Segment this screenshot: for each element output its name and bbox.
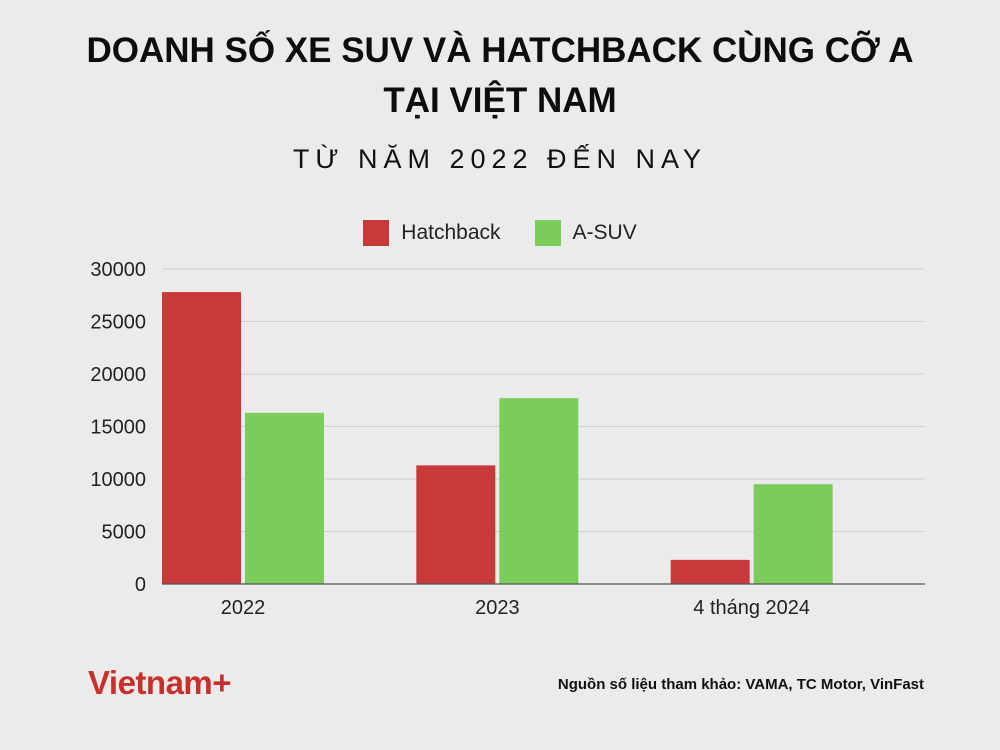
source-note: Nguồn số liệu tham khảo: VAMA, TC Motor,… <box>557 676 924 693</box>
bar <box>162 292 241 584</box>
bar <box>499 398 579 584</box>
y-tick-label: 20000 <box>90 364 146 386</box>
bar <box>753 484 833 584</box>
x-tick-label: 4 tháng 2024 <box>693 597 810 619</box>
legend-swatch-hatchback <box>363 220 390 246</box>
legend-label-asuv: A-SUV <box>572 221 637 244</box>
y-tick-label: 0 <box>135 574 146 596</box>
legend-item-hatchback: Hatchback <box>363 220 501 246</box>
chart-title-line-1: DOANH SỐ XE SUV VÀ HATCHBACK CÙNG CỠ A <box>86 31 914 70</box>
legend-label-hatchback: Hatchback <box>401 221 501 244</box>
legend-swatch-asuv <box>534 220 561 246</box>
chart-title: DOANH SỐ XE SUV VÀ HATCHBACK CÙNG CỠ A T… <box>0 26 1000 126</box>
x-tick-label: 2022 <box>221 597 266 619</box>
legend: Hatchback A-SUV <box>0 220 1000 246</box>
bar <box>416 465 496 584</box>
y-tick-label: 25000 <box>90 312 146 334</box>
y-tick-label: 5000 <box>102 522 147 544</box>
y-tick-label: 10000 <box>90 469 146 491</box>
x-tick-label: 2023 <box>475 597 520 619</box>
vietnamplus-logo: Vietnam+ <box>88 664 232 701</box>
y-tick-label: 30000 <box>90 259 146 281</box>
chart-title-line-2: TẠI VIỆT NAM <box>383 81 617 120</box>
bar <box>245 412 324 584</box>
y-tick-label: 15000 <box>90 417 146 439</box>
chart-subtitle: TỪ NĂM 2022 ĐẾN NAY <box>292 144 708 174</box>
bar <box>670 559 750 584</box>
legend-item-asuv: A-SUV <box>534 220 637 246</box>
